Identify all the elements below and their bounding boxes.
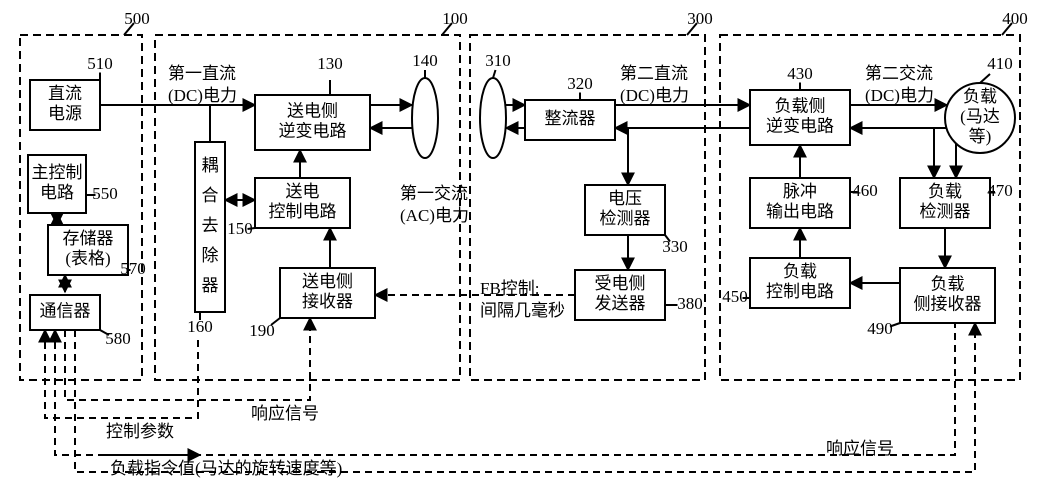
note-fb-0: FB控制: bbox=[480, 279, 540, 298]
node-main_ctl-line-0: 主控制 bbox=[32, 163, 83, 182]
node-coil_tx: 140 bbox=[412, 51, 438, 158]
node-ld_ctl-line-1: 控制电路 bbox=[766, 282, 834, 301]
node-num-tx_inv: 130 bbox=[317, 54, 343, 73]
module-num-m400: 400 bbox=[1002, 9, 1028, 28]
power-label-p1-0: 第一直流 bbox=[168, 64, 236, 83]
node-comm-line-0: 通信器 bbox=[40, 301, 91, 320]
node-dc_src-line-0: 直流 bbox=[48, 84, 82, 103]
dashed-edge-3 bbox=[55, 323, 955, 455]
node-coupler-line-4: 器 bbox=[202, 276, 219, 295]
node-num-rx_tx: 380 bbox=[677, 294, 703, 313]
node-main_ctl: 主控制电路 550 bbox=[28, 155, 118, 213]
node-ld_inv-line-1: 逆变电路 bbox=[766, 116, 834, 135]
node-tx_rx: 送电侧接收器 190 bbox=[249, 268, 375, 340]
power-label-p4-0: 第二交流 bbox=[865, 64, 933, 83]
power-label-p2-1: (AC)电力 bbox=[400, 206, 469, 225]
node-tx_ctl-line-1: 控制电路 bbox=[269, 202, 337, 221]
node-rx_tx-line-1: 发送器 bbox=[595, 294, 646, 313]
node-pulse-line-1: 输出电路 bbox=[766, 202, 834, 221]
node-coupler-line-3: 除 bbox=[202, 246, 219, 265]
node-rect_: 整流器 320 bbox=[525, 74, 615, 140]
node-tick-load bbox=[980, 74, 990, 83]
node-ld_inv-line-0: 负载侧 bbox=[775, 96, 826, 115]
node-ld_ctl: 负载控制电路 450 bbox=[722, 258, 850, 308]
node-num-ld_rx: 490 bbox=[867, 319, 893, 338]
node-rx_tx: 受电侧发送器 380 bbox=[575, 270, 703, 320]
node-num-v_det: 330 bbox=[662, 237, 688, 256]
node-tx_inv-line-0: 送电侧 bbox=[287, 101, 338, 120]
node-ld_rx-line-0: 负载 bbox=[931, 274, 965, 293]
dashed-edge-label-1: 响应信号 bbox=[251, 404, 319, 423]
power-label-p3-0: 第二直流 bbox=[620, 64, 688, 83]
node-ld_rx-line-1: 侧接收器 bbox=[914, 294, 982, 313]
node-num-tx_ctl: 150 bbox=[227, 219, 253, 238]
node-comm: 通信器 580 bbox=[30, 295, 131, 348]
node-ld_det-line-1: 检测器 bbox=[920, 202, 971, 221]
node-num-comm: 580 bbox=[105, 329, 131, 348]
node-num-tx_rx: 190 bbox=[249, 321, 275, 340]
node-v_det-line-1: 检测器 bbox=[600, 209, 651, 228]
module-num-m300: 300 bbox=[687, 9, 713, 28]
node-load-line-0: 负载 bbox=[963, 87, 997, 106]
node-num-coil_tx: 140 bbox=[412, 51, 438, 70]
node-dc_src-line-1: 电源 bbox=[48, 104, 82, 123]
node-rect_-line-0: 整流器 bbox=[545, 109, 596, 128]
module-num-m100: 100 bbox=[442, 9, 468, 28]
dashed-edge-label-4: 响应信号 bbox=[826, 439, 894, 458]
node-ld_ctl-line-0: 负载 bbox=[783, 262, 817, 281]
node-dc_src: 直流电源 510 bbox=[30, 54, 113, 130]
power-label-p4-1: (DC)电力 bbox=[865, 86, 934, 105]
node-tx_ctl-line-0: 送电 bbox=[286, 182, 320, 201]
node-load-line-1: (马达 bbox=[960, 107, 1000, 126]
node-ld_det-line-0: 负载 bbox=[928, 182, 962, 201]
power-label-p3-1: (DC)电力 bbox=[620, 86, 689, 105]
node-num-ld_inv: 430 bbox=[787, 64, 813, 83]
node-ld_det: 负载检测器 470 bbox=[900, 178, 1013, 228]
node-num-rect_: 320 bbox=[567, 74, 593, 93]
node-main_ctl-line-1: 电路 bbox=[40, 183, 74, 202]
node-tick-coil_rx bbox=[493, 70, 496, 78]
node-load-line-2: 等) bbox=[969, 127, 992, 146]
module-num-m500: 500 bbox=[124, 9, 150, 28]
node-tx_rx-line-1: 接收器 bbox=[302, 292, 353, 311]
node-storage-line-1: (表格) bbox=[65, 249, 110, 268]
node-coil_rx: 310 bbox=[480, 51, 511, 158]
node-pulse: 脉冲输出电路 460 bbox=[750, 178, 878, 228]
note-fb-1: 间隔几毫秒 bbox=[480, 301, 565, 320]
node-rx_tx-line-0: 受电侧 bbox=[595, 274, 646, 293]
node-num-storage: 570 bbox=[120, 259, 146, 278]
node-coupler-line-0: 耦 bbox=[202, 156, 219, 175]
node-coupler-line-1: 合 bbox=[202, 186, 219, 205]
power-label-p1-1: (DC)电力 bbox=[168, 86, 237, 105]
node-num-coil_rx: 310 bbox=[485, 51, 511, 70]
node-num-ld_det: 470 bbox=[987, 181, 1013, 200]
node-tx_rx-line-0: 送电侧 bbox=[302, 272, 353, 291]
node-pulse-line-0: 脉冲 bbox=[783, 182, 817, 201]
node-num-main_ctl: 550 bbox=[92, 184, 118, 203]
node-load: 负载(马达等) 410 bbox=[945, 54, 1015, 153]
node-v_det-line-0: 电压 bbox=[608, 189, 642, 208]
node-tx_ctl: 送电控制电路 150 bbox=[227, 178, 350, 238]
node-tx_inv: 送电侧逆变电路 130 bbox=[255, 54, 370, 150]
node-coupler-line-2: 去 bbox=[202, 216, 219, 235]
power-label-p2-0: 第一交流 bbox=[400, 184, 468, 203]
node-num-dc_src: 510 bbox=[87, 54, 113, 73]
node-num-coupler: 160 bbox=[187, 317, 213, 336]
bottom-label: 负载指令值(马达的旋转速度等) bbox=[110, 459, 342, 478]
node-storage-line-0: 存储器 bbox=[63, 229, 114, 248]
node-num-pulse: 460 bbox=[852, 181, 878, 200]
node-ld_inv: 负载侧逆变电路 430 bbox=[750, 64, 850, 145]
node-v_det: 电压检测器 330 bbox=[585, 185, 688, 256]
node-ld_rx: 负载侧接收器 490 bbox=[867, 268, 995, 338]
node-tx_inv-line-1: 逆变电路 bbox=[279, 121, 347, 140]
node-storage: 存储器(表格) 570 bbox=[48, 225, 146, 278]
dashed-edge-label-2: 控制参数 bbox=[106, 422, 174, 441]
node-coupler: 耦合去除器 160 bbox=[187, 142, 225, 336]
node-num-ld_ctl: 450 bbox=[722, 287, 748, 306]
node-num-load: 410 bbox=[987, 54, 1013, 73]
